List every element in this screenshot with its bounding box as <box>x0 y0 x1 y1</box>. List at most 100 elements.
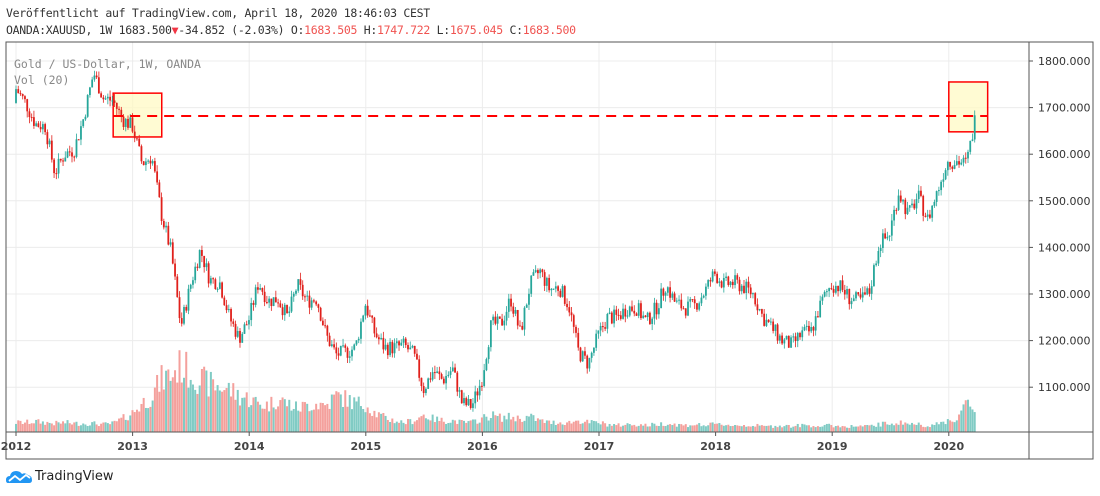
candle-down <box>713 271 716 274</box>
candle-down <box>709 280 712 282</box>
candle-up <box>342 345 344 347</box>
candle-down <box>684 308 687 316</box>
volume-bar <box>147 408 150 432</box>
candle-down <box>176 276 179 298</box>
candle-down <box>140 146 143 162</box>
candle-up <box>702 295 705 298</box>
candle-down <box>265 302 268 304</box>
candle-down <box>97 77 100 94</box>
candle-down <box>71 152 73 157</box>
candle-down <box>776 324 779 341</box>
candle-down <box>308 295 311 308</box>
volume-bar <box>776 427 779 432</box>
candle-up <box>783 339 786 344</box>
volume-bar <box>180 382 183 432</box>
candle-up <box>595 333 598 348</box>
volume-bar <box>852 426 855 432</box>
candle-down <box>649 312 651 324</box>
volume-bar <box>55 420 58 432</box>
volume-bar <box>485 416 488 432</box>
volume-bar <box>26 419 29 432</box>
candle-up <box>357 338 360 341</box>
volume-bar <box>207 396 210 432</box>
candle-up <box>651 318 654 324</box>
candle-up <box>850 301 853 305</box>
volume-bar <box>566 422 569 432</box>
candle-up <box>227 309 230 311</box>
volume-bar <box>866 424 869 432</box>
candle-down <box>727 276 730 285</box>
candle-down <box>158 182 161 198</box>
volume-bar <box>635 426 638 432</box>
candle-up <box>523 307 526 330</box>
volume-bar <box>53 425 56 432</box>
volume-bar <box>288 399 291 432</box>
volume-bar <box>109 424 112 432</box>
candle-down <box>568 307 571 313</box>
candle-down <box>404 338 407 346</box>
candle-up <box>653 302 656 319</box>
volume-bar <box>50 423 53 432</box>
volume-bar <box>754 426 757 432</box>
candle-down <box>232 321 235 324</box>
volume-bar <box>859 425 862 432</box>
candle-up <box>931 205 934 218</box>
candle-up <box>917 190 920 200</box>
volume-bar <box>967 399 969 432</box>
candle-up <box>967 151 969 159</box>
candle-down <box>391 341 394 354</box>
volume-bar <box>272 407 275 432</box>
candle-down <box>566 303 568 308</box>
candle-down <box>223 297 226 306</box>
volume-bar <box>563 425 566 432</box>
candle-up <box>774 324 777 331</box>
brand-name: TradingView <box>35 468 114 484</box>
candle-down <box>696 303 698 310</box>
candle-down <box>270 298 273 307</box>
volume-bar <box>552 420 555 432</box>
volume-bar <box>295 401 297 432</box>
volume-bar <box>243 397 246 432</box>
volume-bar <box>200 368 203 432</box>
candle-up <box>671 293 674 298</box>
volume-bar <box>165 370 168 432</box>
volume-bar <box>30 423 33 432</box>
candle-up <box>104 98 107 100</box>
volume-bar <box>283 399 286 432</box>
candle-up <box>642 315 645 319</box>
candle-up <box>855 292 857 299</box>
volume-bar <box>324 405 327 432</box>
candle-down <box>203 255 206 268</box>
candle-up <box>877 251 880 264</box>
volume-bar <box>532 415 535 432</box>
candle-down <box>109 96 111 101</box>
candle-down <box>519 325 521 327</box>
volume-bar <box>931 424 934 432</box>
candle-up <box>861 292 864 298</box>
tradingview-logo[interactable]: TradingView <box>6 468 114 484</box>
volume-bar <box>763 425 766 432</box>
published-line: Veröffentlicht auf TradingView.com, Apri… <box>6 6 430 20</box>
volume-bar <box>915 424 918 432</box>
candle-up <box>463 398 465 404</box>
candle-up <box>330 344 333 347</box>
candle-up <box>597 330 600 334</box>
volume-bar <box>664 426 667 432</box>
candle-up <box>622 308 624 319</box>
volume-bar <box>451 419 454 432</box>
candle-down <box>413 345 416 354</box>
volume-bar <box>492 411 495 432</box>
volume-bar <box>834 426 837 432</box>
candle-up <box>581 351 584 362</box>
volume-bar <box>857 426 860 432</box>
candle-up <box>613 309 615 324</box>
candle-up <box>834 285 837 293</box>
volume-bar <box>570 423 573 432</box>
volume-bar <box>279 400 282 432</box>
volume-bar <box>97 426 100 432</box>
candle-up <box>449 371 452 375</box>
volume-bar <box>702 425 705 432</box>
volume-bar <box>339 394 342 432</box>
volume-bar <box>709 422 712 432</box>
